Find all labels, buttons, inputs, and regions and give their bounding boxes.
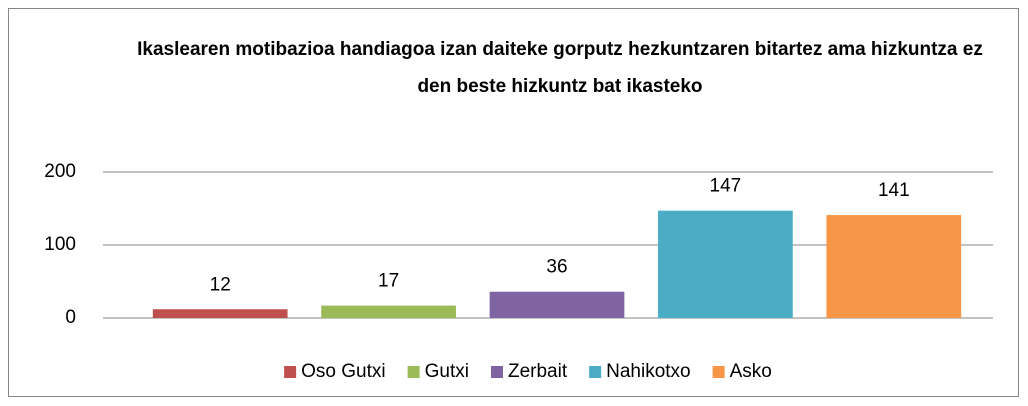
legend: Oso Gutxi Gutxi Zerbait Nahikotxo Asko: [284, 361, 772, 382]
bar: [826, 215, 962, 318]
legend-swatch: [490, 366, 503, 378]
legend-swatch: [284, 366, 297, 378]
data-label: 36: [546, 257, 567, 278]
chart-frame: [8, 8, 1019, 397]
y-tick-label: 200: [44, 161, 76, 182]
bar: [321, 305, 456, 318]
legend-swatch: [712, 366, 725, 378]
data-label: 12: [210, 274, 231, 295]
legend-label: Gutxi: [425, 361, 469, 382]
legend-swatch: [589, 366, 602, 378]
data-label: 17: [378, 271, 399, 292]
bar: [489, 291, 625, 318]
legend-label: Nahikotxo: [606, 361, 691, 382]
legend-label: Asko: [730, 361, 772, 382]
legend-swatch: [407, 366, 420, 378]
y-tick-label: 0: [65, 307, 76, 328]
bar: [658, 210, 793, 318]
chart-title: Ikaslearen motibazioa handiagoa izan dai…: [137, 39, 983, 97]
data-label: 147: [710, 176, 742, 197]
y-tick-label: 100: [44, 234, 76, 255]
legend-label: Zerbait: [508, 361, 568, 382]
legend-label: Oso Gutxi: [301, 361, 385, 382]
data-label: 141: [878, 180, 910, 201]
bar: [152, 309, 288, 318]
